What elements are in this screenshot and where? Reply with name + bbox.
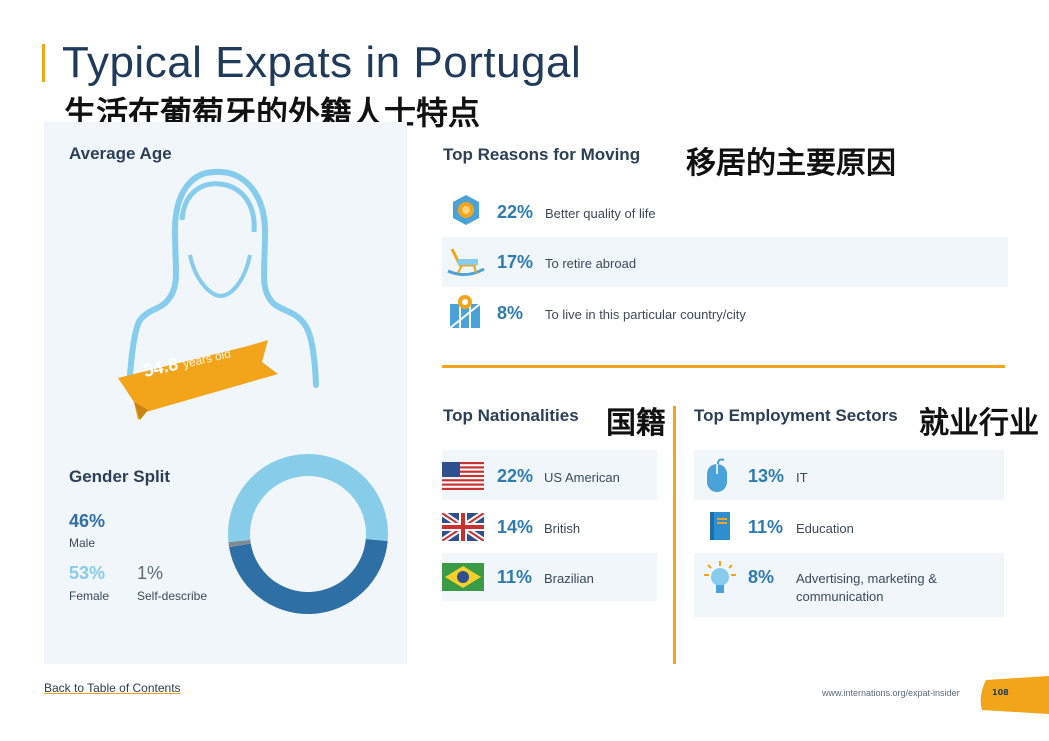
reason-label: To live in this particular country/city — [545, 307, 746, 322]
nationality-percent: 11% — [497, 567, 533, 587]
sectors-heading-chinese: 就业行业 — [919, 406, 1039, 441]
reasons-heading: Top Reasons for Moving — [443, 145, 641, 164]
page-title: Typical Expats in Portugal — [62, 38, 582, 87]
reason-percent: 8% — [497, 303, 524, 323]
title-accent-bar — [42, 44, 45, 82]
nationality-label: Brazilian — [544, 571, 594, 586]
back-to-contents-link[interactable]: Back to Table of Contents — [44, 681, 181, 695]
sector-percent: 13% — [748, 466, 785, 486]
sector-row: 11% Education — [694, 502, 1004, 552]
donut-segment-female — [228, 454, 389, 543]
reason-label: Better quality of life — [545, 206, 656, 221]
reason-label: To retire abroad — [545, 256, 637, 271]
reasons-heading-chinese: 移居的主要原因 — [686, 146, 896, 181]
reason-row: 8% To live in this particular country/ci… — [442, 288, 1008, 338]
reason-row: 17% To retire abroad — [442, 237, 1008, 287]
donut-segment-male — [229, 539, 388, 615]
nationality-label: US American — [544, 470, 620, 485]
sector-label: Education — [796, 521, 854, 536]
mouse-icon — [707, 458, 727, 492]
footer-url: www.internations.org/expat-insider — [822, 688, 960, 698]
lightbulb-icon — [704, 561, 736, 593]
sectors-heading: Top Employment Sectors — [694, 406, 898, 425]
sector-label: IT — [796, 470, 808, 485]
nationality-row: 11% Brazilian — [442, 553, 657, 601]
section-divider — [442, 365, 1005, 368]
book-icon — [710, 512, 730, 540]
rocking-chair-icon — [447, 248, 485, 276]
nationality-row: 14% British — [442, 502, 657, 552]
reason-row: 22% Better quality of life — [442, 188, 1008, 236]
nationalities-heading: Top Nationalities — [443, 406, 579, 425]
reason-percent: 22% — [497, 202, 534, 222]
reason-percent: 17% — [497, 252, 534, 272]
average-age-heading: Average Age — [69, 144, 172, 163]
quality-badge-icon — [453, 195, 479, 225]
self-describe-percent: 1% — [137, 563, 164, 583]
woman-silhouette-icon — [127, 168, 319, 388]
gender-donut-chart — [228, 454, 389, 615]
sector-row: 13% IT — [694, 450, 1004, 500]
male-label: Male — [69, 536, 96, 550]
profile-panel — [44, 122, 407, 664]
page-number-tab — [980, 676, 1049, 714]
brazil-flag-icon — [442, 563, 484, 591]
male-percent: 46% — [69, 511, 106, 531]
sector-percent: 11% — [748, 517, 784, 537]
us-flag-icon — [442, 462, 484, 490]
nationality-percent: 22% — [497, 466, 534, 486]
sector-row: 8% Advertising, marketing & communicatio… — [694, 553, 1004, 617]
nationality-row: 22% US American — [442, 450, 657, 500]
nationalities-heading-chinese: 国籍 — [606, 406, 666, 441]
sector-percent: 8% — [748, 567, 775, 587]
page-number: 108 — [992, 688, 1009, 697]
map-pin-icon — [449, 295, 481, 329]
gender-split-heading: Gender Split — [69, 467, 171, 486]
uk-flag-icon — [442, 513, 484, 541]
female-label: Female — [69, 589, 110, 603]
nationality-percent: 14% — [497, 517, 534, 537]
self-describe-label: Self-describe — [137, 589, 208, 603]
column-divider — [673, 406, 676, 664]
female-percent: 53% — [69, 563, 106, 583]
sector-label-continued: communication — [796, 589, 884, 604]
age-ribbon — [118, 340, 278, 420]
sector-label: Advertising, marketing & — [796, 571, 937, 586]
donut-segment-self-describe — [228, 539, 251, 548]
nationality-label: British — [544, 521, 581, 536]
